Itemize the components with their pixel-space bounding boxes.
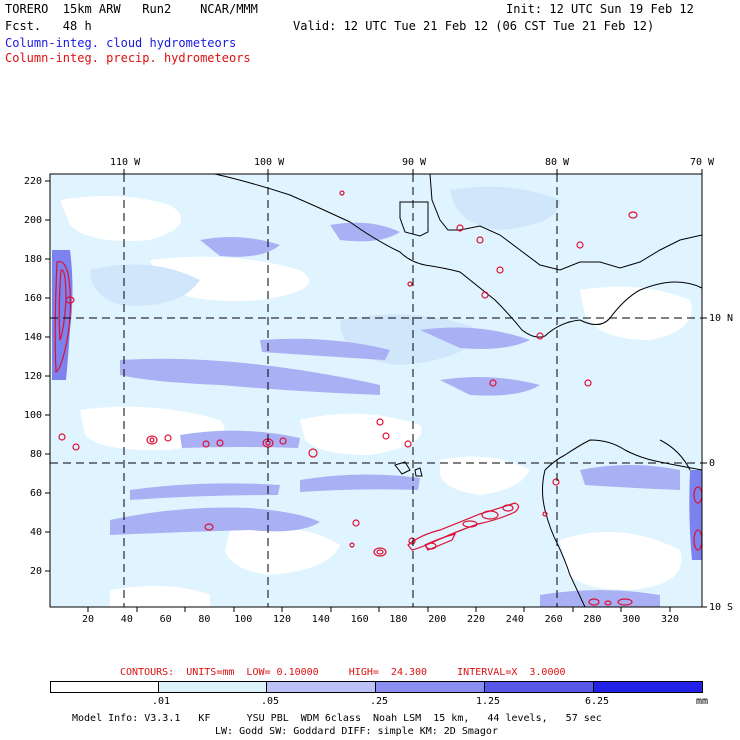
precip-contours [54, 190, 703, 606]
lon-label-100w: 100 W [254, 157, 285, 168]
scale-tick-3: 1.25 [476, 696, 501, 707]
x-tick-180: 180 [389, 614, 408, 625]
forecast-hour: Fcst. 48 h [5, 19, 92, 33]
scale-frame [50, 681, 703, 693]
axis-ticks [45, 169, 707, 612]
scale-tick-0: .01 [152, 696, 171, 707]
y-tick-200: 200 [24, 215, 43, 226]
lat-label-10n: 10 N [709, 313, 734, 324]
x-tick-280: 280 [583, 614, 602, 625]
scale-bin-1 [159, 681, 267, 693]
cloud-field [50, 174, 702, 607]
y-tick-160: 160 [24, 293, 43, 304]
y-tick-180: 180 [24, 254, 43, 265]
valid-time: Valid: 12 UTC Tue 21 Feb 12 (06 CST Tue … [293, 19, 655, 33]
y-tick-220: 220 [24, 176, 43, 187]
y-tick-120: 120 [24, 371, 43, 382]
y-tick-100: 100 [24, 410, 43, 421]
map-frame [49, 173, 703, 608]
x-tick-300: 300 [622, 614, 641, 625]
scale-bin-2 [267, 681, 376, 693]
lon-label-70w: 70 W [690, 157, 715, 168]
scale-tick-2: .25 [370, 696, 389, 707]
y-tick-20: 20 [30, 566, 43, 577]
scale-tick-4: 6.25 [585, 696, 610, 707]
x-tick-80: 80 [198, 614, 211, 625]
coastline [214, 173, 703, 608]
x-tick-240: 240 [505, 614, 524, 625]
y-tick-140: 140 [24, 332, 43, 343]
init-time: Init: 12 UTC Sun 19 Feb 12 [506, 2, 694, 16]
lon-label-80w: 80 W [545, 157, 570, 168]
scale-units: mm [696, 696, 709, 707]
x-tick-20: 20 [82, 614, 95, 625]
x-tick-140: 140 [311, 614, 330, 625]
lon-label-110w: 110 W [110, 157, 141, 168]
y-tick-40: 40 [30, 527, 43, 538]
x-tick-120: 120 [273, 614, 292, 625]
scale-bin-4 [485, 681, 594, 693]
x-tick-40: 40 [120, 614, 133, 625]
lon-label-90w: 90 W [402, 157, 427, 168]
model-info-line2: LW: Godd SW: Goddard DIFF: simple KM: 2D… [215, 726, 498, 737]
x-tick-200: 200 [428, 614, 447, 625]
field-precip-label: Column-integ. precip. hydrometeors [5, 51, 251, 65]
x-tick-320: 320 [661, 614, 680, 625]
field-cloud-label: Column-integ. cloud hydrometeors [5, 36, 237, 50]
x-tick-260: 260 [544, 614, 563, 625]
contour-info: CONTOURS: UNITS=mm LOW= 0.10000 HIGH= 24… [120, 667, 566, 678]
y-tick-60: 60 [30, 488, 43, 499]
scale-bin-0 [50, 681, 159, 693]
plot-title: TORERO 15km ARW Run2 NCAR/MMM [5, 2, 258, 16]
x-tick-160: 160 [350, 614, 369, 625]
lat-label-10s: 10 S [709, 602, 734, 613]
scale-bin-3 [376, 681, 485, 693]
lat-label-0: 0 [709, 458, 716, 469]
model-info-line1: Model Info: V3.3.1 KF YSU PBL WDM 6class… [72, 713, 602, 724]
y-tick-80: 80 [30, 449, 43, 460]
x-tick-100: 100 [234, 614, 253, 625]
scale-tick-1: .05 [261, 696, 280, 707]
x-tick-220: 220 [467, 614, 486, 625]
lat-lon-grid [50, 174, 702, 607]
x-tick-60: 60 [159, 614, 172, 625]
